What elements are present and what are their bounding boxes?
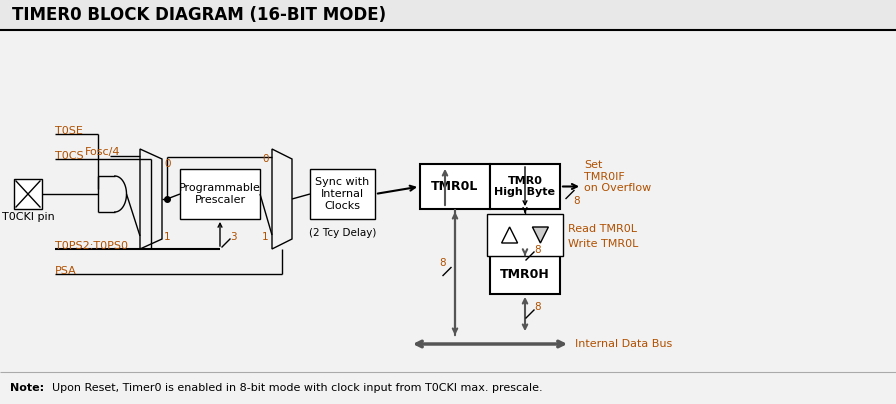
Bar <box>180 169 260 219</box>
Text: Set
TMR0IF
on Overflow: Set TMR0IF on Overflow <box>584 160 651 193</box>
Text: TMR0
High Byte: TMR0 High Byte <box>495 176 556 197</box>
Text: TIMER0 BLOCK DIAGRAM (16-BIT MODE): TIMER0 BLOCK DIAGRAM (16-BIT MODE) <box>12 6 386 24</box>
Text: 8: 8 <box>439 257 445 267</box>
Text: 8: 8 <box>534 302 540 312</box>
Text: 8: 8 <box>534 245 540 255</box>
Bar <box>490 256 560 294</box>
Text: T0SE: T0SE <box>55 126 82 136</box>
Text: 0: 0 <box>262 154 269 164</box>
Text: (2 Tcy Delay): (2 Tcy Delay) <box>309 228 376 238</box>
Bar <box>420 164 490 209</box>
Bar <box>0 0 896 30</box>
Text: Fosc/4: Fosc/4 <box>85 147 120 157</box>
Text: Write TMR0L: Write TMR0L <box>568 239 638 249</box>
Text: T0CS: T0CS <box>55 151 83 161</box>
Text: Sync with
Internal
Clocks: Sync with Internal Clocks <box>315 177 370 210</box>
Text: Read TMR0L: Read TMR0L <box>568 224 637 234</box>
Bar <box>14 179 42 209</box>
Text: Internal Data Bus: Internal Data Bus <box>575 339 672 349</box>
Polygon shape <box>532 227 548 243</box>
Text: 1: 1 <box>262 232 269 242</box>
Text: 1: 1 <box>164 232 170 242</box>
Text: T0CKI pin: T0CKI pin <box>2 212 55 222</box>
Text: Programmable
Prescaler: Programmable Prescaler <box>179 183 261 205</box>
Text: PSA: PSA <box>55 266 77 276</box>
Bar <box>487 214 563 256</box>
Text: 8: 8 <box>573 196 580 206</box>
Text: Note:: Note: <box>10 383 44 393</box>
Text: TMR0H: TMR0H <box>500 269 550 282</box>
Text: 0: 0 <box>164 159 170 169</box>
Text: 3: 3 <box>230 232 237 242</box>
Bar <box>310 169 375 219</box>
Text: TMR0L: TMR0L <box>431 180 478 193</box>
Text: Upon Reset, Timer0 is enabled in 8-bit mode with clock input from T0CKI max. pre: Upon Reset, Timer0 is enabled in 8-bit m… <box>52 383 543 393</box>
Bar <box>490 164 560 209</box>
Text: T0PS2:T0PS0: T0PS2:T0PS0 <box>55 241 128 251</box>
